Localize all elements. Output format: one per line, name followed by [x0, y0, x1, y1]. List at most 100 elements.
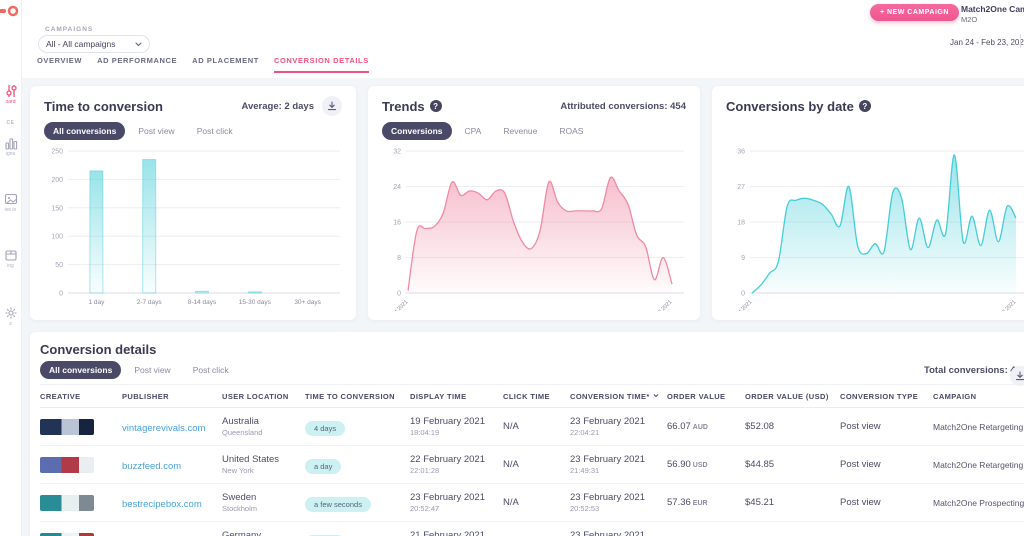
column-header-click-time[interactable]: CLICK TIME [503, 391, 550, 401]
creative-thumbnail[interactable] [40, 494, 94, 511]
column-header-time-to-conversion[interactable]: TIME TO CONVERSION [305, 391, 395, 401]
total-conversions-label: Total conversions: 454 [924, 365, 1024, 376]
tab-bar: OVERVIEW AD PERFORMANCE AD PLACEMENT CONVER… [37, 56, 369, 73]
time-to-conversion-badge: 4 days [305, 420, 346, 436]
filter-all-conversions[interactable]: All conversions [44, 122, 126, 140]
conversion-time: 23 February 2021 [570, 454, 645, 465]
column-header-creative[interactable]: CREATIVE [40, 391, 81, 401]
svg-text:FEB 22 2021: FEB 22 2021 [990, 299, 1017, 311]
filter-post-view[interactable]: Post view [138, 126, 175, 136]
dashboard-icon [0, 84, 21, 98]
campaigns-dropdown-value: All - All campaigns [46, 39, 116, 49]
filter-cpa[interactable]: CPA [464, 126, 482, 136]
filter-conversions[interactable]: Conversions [382, 122, 452, 140]
time-to-conversion-chart: 250 200 150 100 50 0 1 day 2-7 days 8-14 days 15-… [44, 143, 342, 311]
conversion-type: Post view [840, 459, 881, 470]
display-time: 22 February 2021 [410, 454, 485, 465]
topbar-divider [1020, 34, 1021, 48]
tab-ad-placement[interactable]: AD PLACEMENT [192, 56, 259, 65]
download-icon[interactable] [1010, 366, 1024, 386]
time-to-conversion-filters: All conversions Post view Post click [44, 121, 342, 141]
creative-thumbnail[interactable] [40, 532, 94, 536]
time-to-conversion-badge: a few seconds [305, 496, 371, 512]
help-icon[interactable]: ? [429, 100, 442, 112]
creative-thumbnail[interactable] [40, 456, 94, 473]
sidebar-item-campaigns[interactable]: igns [0, 136, 21, 157]
svg-text:8: 8 [397, 255, 401, 262]
publisher-link[interactable]: bestrecipebox.com [122, 498, 202, 510]
sort-chevron-icon [653, 394, 659, 398]
svg-text:27: 27 [737, 184, 745, 191]
user-location: Germany [222, 530, 262, 536]
svg-text:150: 150 [51, 205, 63, 212]
svg-text:15-30 days: 15-30 days [239, 299, 272, 306]
trends-card: Trends ? Attributed conversions: 454 Con… [368, 86, 700, 320]
publisher-link[interactable]: vintagerevivals.com [122, 422, 206, 434]
tracking-icon [0, 248, 21, 262]
click-time: N/A [503, 497, 519, 508]
svg-text:24: 24 [393, 184, 401, 191]
campaigns-icon [0, 136, 21, 150]
column-header-order-value[interactable]: ORDER VALUE [667, 391, 726, 401]
click-time: N/A [503, 459, 519, 470]
time-to-conversion-card: Time to conversion Average: 2 days All c… [30, 86, 356, 320]
svg-text:100: 100 [51, 234, 63, 241]
order-value-usd: $44.85 [745, 459, 775, 470]
filter-revenue[interactable]: Revenue [503, 126, 538, 136]
svg-text:30+ days: 30+ days [294, 299, 321, 306]
download-icon[interactable] [322, 96, 342, 116]
filter-all-conversions[interactable]: All conversions [40, 361, 122, 379]
column-header-campaign[interactable]: CAMPAIGN [933, 391, 977, 401]
click-time: N/A [503, 421, 519, 432]
column-header-display-time[interactable]: DISPLAY TIME [410, 391, 467, 401]
sidebar-section-label: CE [6, 120, 15, 126]
table-row: bestrecipebox.com Sweden Stockholm a few se… [40, 484, 1024, 522]
column-header-order-value-usd[interactable]: ORDER VALUE (USD) [745, 391, 829, 401]
campaign-name: Match2One Retargeting [933, 421, 1024, 432]
user-location: Australia [222, 416, 259, 427]
filter-post-click[interactable]: Post click [196, 126, 233, 136]
card-title: Conversions by date [726, 98, 854, 114]
order-value-usd: $52.08 [745, 421, 775, 432]
conversion-time: 23 February 2021 [570, 530, 645, 536]
column-header-user-location[interactable]: USER LOCATION [222, 391, 289, 401]
svg-text:0: 0 [741, 291, 745, 298]
date-range-picker[interactable]: Jan 24 - Feb 23, 2021 [950, 38, 1024, 47]
sidebar-item-creative-studio[interactable]: ive io [0, 192, 21, 213]
table-body: vintagerevivals.com Australia Queensland 4 … [40, 408, 1024, 536]
new-campaign-button[interactable]: + NEW CAMPAIGN [870, 4, 959, 21]
trends-filters: Conversions CPA Revenue ROAS [382, 121, 686, 141]
average-label: Average: 2 days [241, 100, 314, 112]
account-menu[interactable]: Match2One Campaigns M2O [961, 4, 1024, 24]
sidebar-item-settings[interactable]: s [0, 306, 21, 327]
svg-text:JAN 24 2021: JAN 24 2021 [727, 299, 754, 311]
svg-text:200: 200 [51, 177, 63, 184]
publisher-link[interactable]: buzzfeed.com [122, 460, 182, 472]
filter-post-view[interactable]: Post view [134, 365, 171, 375]
svg-text:FEB 22 2021: FEB 22 2021 [646, 299, 673, 311]
campaigns-dropdown[interactable]: All - All campaigns [38, 35, 150, 53]
svg-text:8-14 days: 8-14 days [188, 299, 217, 306]
logo-icon [0, 5, 22, 18]
conversion-type: Post view [840, 497, 881, 508]
svg-text:0: 0 [59, 291, 63, 298]
display-time: 19 February 2021 [410, 416, 485, 427]
sidebar: CE oard igns ive io ing s [0, 0, 22, 536]
svg-text:32: 32 [393, 149, 401, 156]
column-header-publisher[interactable]: PUBLISHER [122, 391, 169, 401]
help-icon[interactable]: ? [858, 100, 871, 112]
column-header-conversion-type[interactable]: CONVERSION TYPE [840, 391, 919, 401]
tab-ad-performance[interactable]: AD PERFORMANCE [97, 56, 178, 65]
chevron-down-icon [135, 41, 142, 47]
filter-roas[interactable]: ROAS [559, 126, 584, 136]
sidebar-item-tracking[interactable]: ing [0, 248, 21, 269]
conversions-by-date-chart: 36 27 18 9 0JAN 24 2021 FEB 22 2021 [726, 143, 1024, 311]
sidebar-item-dashboard[interactable]: oard [0, 84, 21, 105]
column-header-conversion-time[interactable]: CONVERSION TIME* [570, 392, 667, 401]
tab-conversion-details[interactable]: CONVERSION DETAILS [273, 56, 369, 73]
creative-thumbnail[interactable] [40, 418, 94, 435]
svg-text:JAN 24 2021: JAN 24 2021 [383, 299, 410, 311]
tab-overview[interactable]: OVERVIEW [37, 56, 83, 65]
table-title: Conversion details [40, 341, 157, 357]
filter-post-click[interactable]: Post click [192, 365, 229, 375]
